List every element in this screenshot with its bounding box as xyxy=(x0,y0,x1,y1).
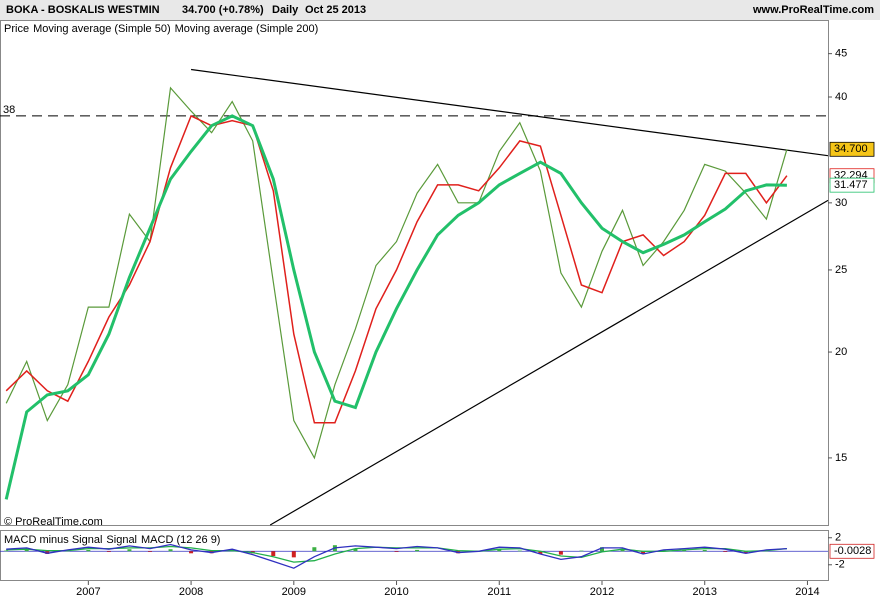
hist-bar xyxy=(723,551,728,552)
y-tick-label: 40 xyxy=(835,91,847,103)
source: www.ProRealTime.com xyxy=(752,4,874,16)
copyright: © ProRealTime.com xyxy=(4,516,103,528)
x-tick-label: 2007 xyxy=(76,586,100,598)
hist-bar xyxy=(291,551,296,558)
hist-bar xyxy=(661,549,666,552)
chart-title: BOKA - BOSKALIS WESTMIN xyxy=(6,4,160,16)
series-line xyxy=(5,114,788,424)
last-label: 34.700 xyxy=(834,143,868,155)
last-label: 31.477 xyxy=(834,179,868,191)
last-label: -0.0028 xyxy=(834,545,871,557)
quote: 34.700 (+0.78%) xyxy=(182,4,264,16)
series-line xyxy=(5,86,788,460)
date: Oct 25 2013 xyxy=(305,4,366,16)
x-tick-label: 2008 xyxy=(179,586,203,598)
hist-bar xyxy=(394,551,399,552)
x-tick-label: 2014 xyxy=(795,586,819,598)
hist-bar xyxy=(702,549,707,552)
header-bar xyxy=(0,0,880,20)
hist-bar xyxy=(127,549,132,552)
y-tick-label: 25 xyxy=(835,264,847,276)
legend-entry: Moving average (Simple 50) xyxy=(33,23,171,35)
hist-bar xyxy=(599,547,604,552)
last-label-box xyxy=(829,177,875,193)
trendline xyxy=(190,68,829,157)
hist-bar xyxy=(497,549,502,552)
hist-bar xyxy=(189,551,194,554)
hist-bar xyxy=(641,551,646,554)
y-tick-label: 15 xyxy=(835,452,847,464)
hist-bar xyxy=(86,549,91,552)
x-tick-label: 2011 xyxy=(487,586,511,598)
legend-entry: Signal xyxy=(106,534,137,546)
x-tick-label: 2009 xyxy=(282,586,306,598)
hist-bar xyxy=(682,549,687,552)
price-panel xyxy=(0,20,829,526)
hist-bar xyxy=(538,551,543,554)
y-tick-label: 30 xyxy=(835,197,847,209)
hist-bar xyxy=(106,551,111,552)
hist-bar xyxy=(4,550,9,552)
x-tick-label: 2013 xyxy=(692,586,716,598)
hist-bar xyxy=(579,550,584,552)
hist-bar xyxy=(271,551,276,556)
hist-bar xyxy=(517,550,522,552)
last-label-box xyxy=(829,543,875,559)
y-tick-label: -2 xyxy=(835,559,845,571)
y-tick-label: 45 xyxy=(835,48,847,60)
hist-bar xyxy=(168,549,173,552)
last-label-box xyxy=(829,141,875,157)
hist-bar xyxy=(312,547,317,552)
y-tick-label: 2 xyxy=(835,532,841,544)
x-tick-label: 2010 xyxy=(384,586,408,598)
hist-bar xyxy=(558,551,563,555)
series-line xyxy=(6,543,787,569)
hist-bar xyxy=(415,549,420,552)
hist-bar xyxy=(147,551,152,552)
h-line-label: 38 xyxy=(3,104,15,116)
x-tick-label: 2012 xyxy=(590,586,614,598)
interval: Daily xyxy=(272,4,299,16)
legend-entry: Moving average (Simple 200) xyxy=(175,23,319,35)
hist-bar xyxy=(24,549,29,552)
series-line xyxy=(4,114,787,500)
trendline xyxy=(269,199,829,526)
y-tick-label: 20 xyxy=(835,346,847,358)
hist-bar xyxy=(353,548,358,552)
hist-bar xyxy=(620,549,625,552)
legend-entry: MACD minus Signal xyxy=(4,534,102,546)
legend-entry: Price xyxy=(4,23,29,35)
legend-entry: MACD (12 26 9) xyxy=(141,534,220,546)
hist-bar xyxy=(743,551,748,554)
macd-panel xyxy=(0,530,829,581)
